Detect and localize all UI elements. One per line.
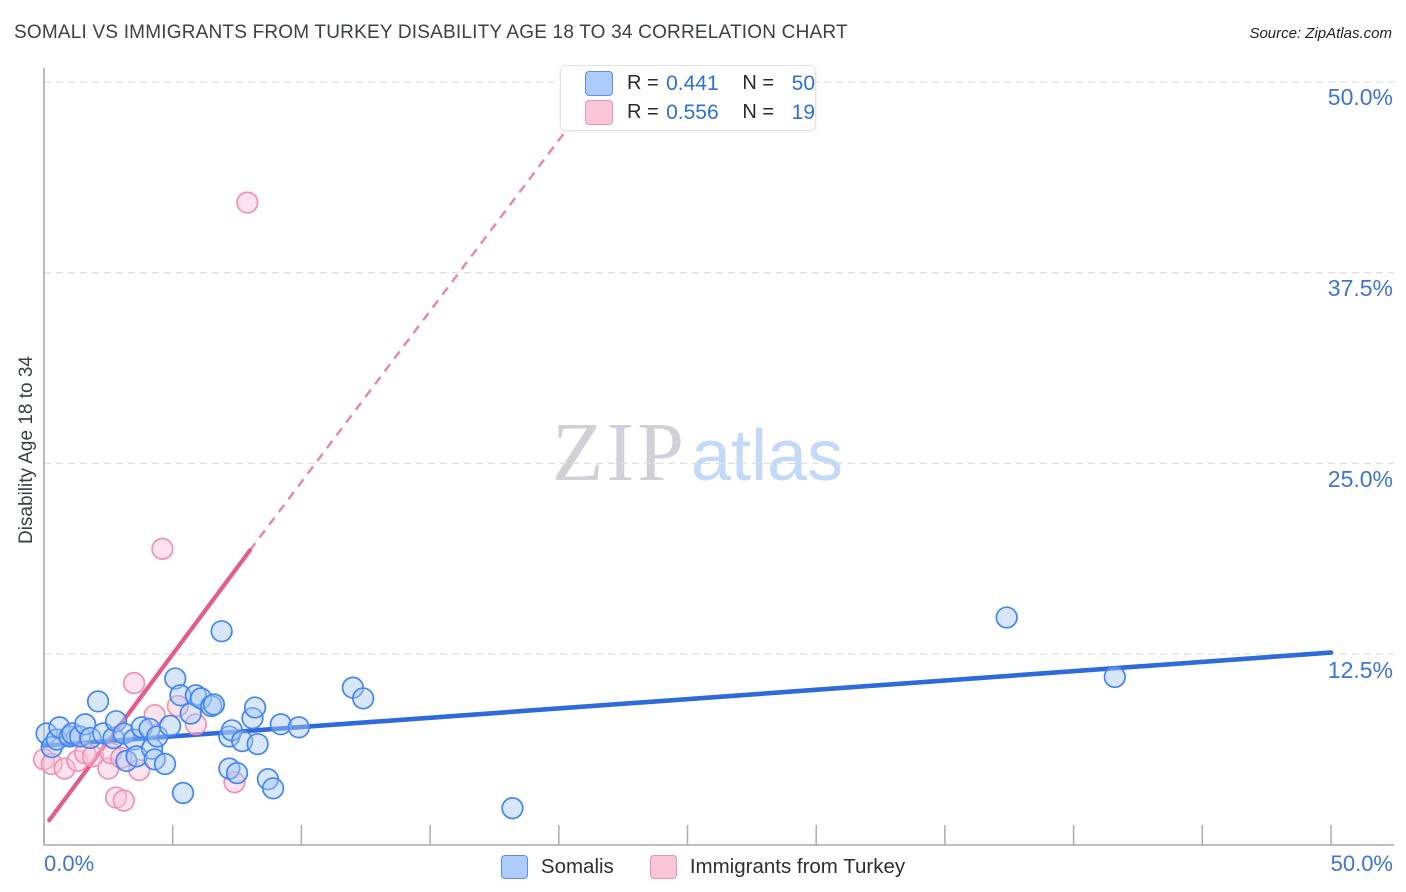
scatter-point-turkey — [184, 713, 208, 736]
x-tick-label-50: 50.0% — [1330, 851, 1393, 876]
y-tick-label-12-5: 12.5% — [1327, 657, 1393, 683]
r-label: R = — [627, 72, 659, 94]
scatter-point-somalis — [104, 710, 128, 733]
y-tick-label-37-5: 37.5% — [1327, 275, 1393, 301]
somalis-label: Somalis — [540, 855, 614, 878]
scatter-point-somalis — [352, 687, 375, 710]
scatter-point-somalis — [79, 726, 102, 750]
turkey-trendline-dashed — [248, 67, 614, 552]
scatter-point-turkey — [81, 745, 105, 768]
scatter-point-turkey — [151, 537, 174, 560]
scatter-point-somalis — [243, 696, 267, 719]
y-axis-title: Disability Age 18 to 34 — [16, 355, 37, 545]
n-label: N = — [742, 101, 775, 123]
scatter-point-somalis — [164, 667, 187, 690]
bottom-legend-somalis: Somalis — [500, 855, 614, 879]
scatter-point-somalis — [86, 690, 110, 713]
scatter-point-somalis — [1103, 665, 1126, 689]
n-value-somalis: 50 — [791, 71, 815, 95]
scatter-point-somalis — [501, 797, 524, 820]
scatter-point-somalis — [261, 777, 285, 800]
scatter-point-somalis — [246, 732, 269, 756]
bottom-legend: Somalis Immigrants from Turkey — [0, 849, 1406, 885]
x-tick-label-0: 0.0% — [44, 851, 95, 876]
scatter-point-somalis — [269, 713, 292, 736]
bottom-legend-turkey: Immigrants from Turkey — [649, 855, 906, 879]
source-credit: Source: ZipAtlas.com — [1249, 25, 1392, 42]
scatter-point-turkey — [112, 789, 135, 812]
r-label: R = — [627, 101, 659, 123]
n-value-turkey: 19 — [791, 100, 815, 124]
scatter-point-somalis — [225, 761, 249, 785]
scatter-point-somalis — [158, 714, 182, 737]
r-value-somalis: 0.441 — [666, 71, 719, 95]
turkey-swatch-icon — [649, 855, 677, 879]
legend-row-somalis: R = 0.441 N = 50 — [585, 71, 815, 97]
scatter-point-turkey — [40, 752, 63, 776]
scatter-point-turkey — [236, 191, 259, 214]
r-value-turkey: 0.556 — [666, 100, 719, 124]
turkey-legend-swatch — [585, 100, 613, 125]
y-tick-label-50: 50.0% — [1327, 84, 1393, 110]
scatter-point-somalis — [153, 752, 177, 776]
somalis-legend-swatch — [585, 71, 613, 96]
scatter-point-somalis — [287, 716, 310, 739]
scatter-point-somalis — [74, 713, 97, 736]
n-label: N = — [742, 72, 775, 94]
scatter-point-somalis — [995, 606, 1018, 629]
turkey-label: Immigrants from Turkey — [689, 855, 906, 878]
scatter-point-turkey — [122, 671, 146, 695]
legend-row-turkey: R = 0.556 N = 19 — [585, 100, 815, 126]
somalis-swatch-icon — [500, 855, 528, 879]
scatter-point-somalis — [202, 693, 226, 716]
scatter-point-somalis — [122, 728, 146, 751]
turkey-trendline — [47, 548, 253, 823]
legend-box: R = 0.441 N = 50 R = 0.556 N = 19 — [560, 65, 816, 131]
scatter-point-somalis — [171, 781, 195, 805]
somalis-trendline — [41, 650, 1334, 748]
y-tick-label-25: 25.0% — [1327, 466, 1393, 492]
scatter-point-somalis — [210, 620, 233, 643]
scatter-point-turkey — [53, 757, 76, 780]
page-title: SOMALI VS IMMIGRANTS FROM TURKEY DISABIL… — [14, 22, 848, 43]
